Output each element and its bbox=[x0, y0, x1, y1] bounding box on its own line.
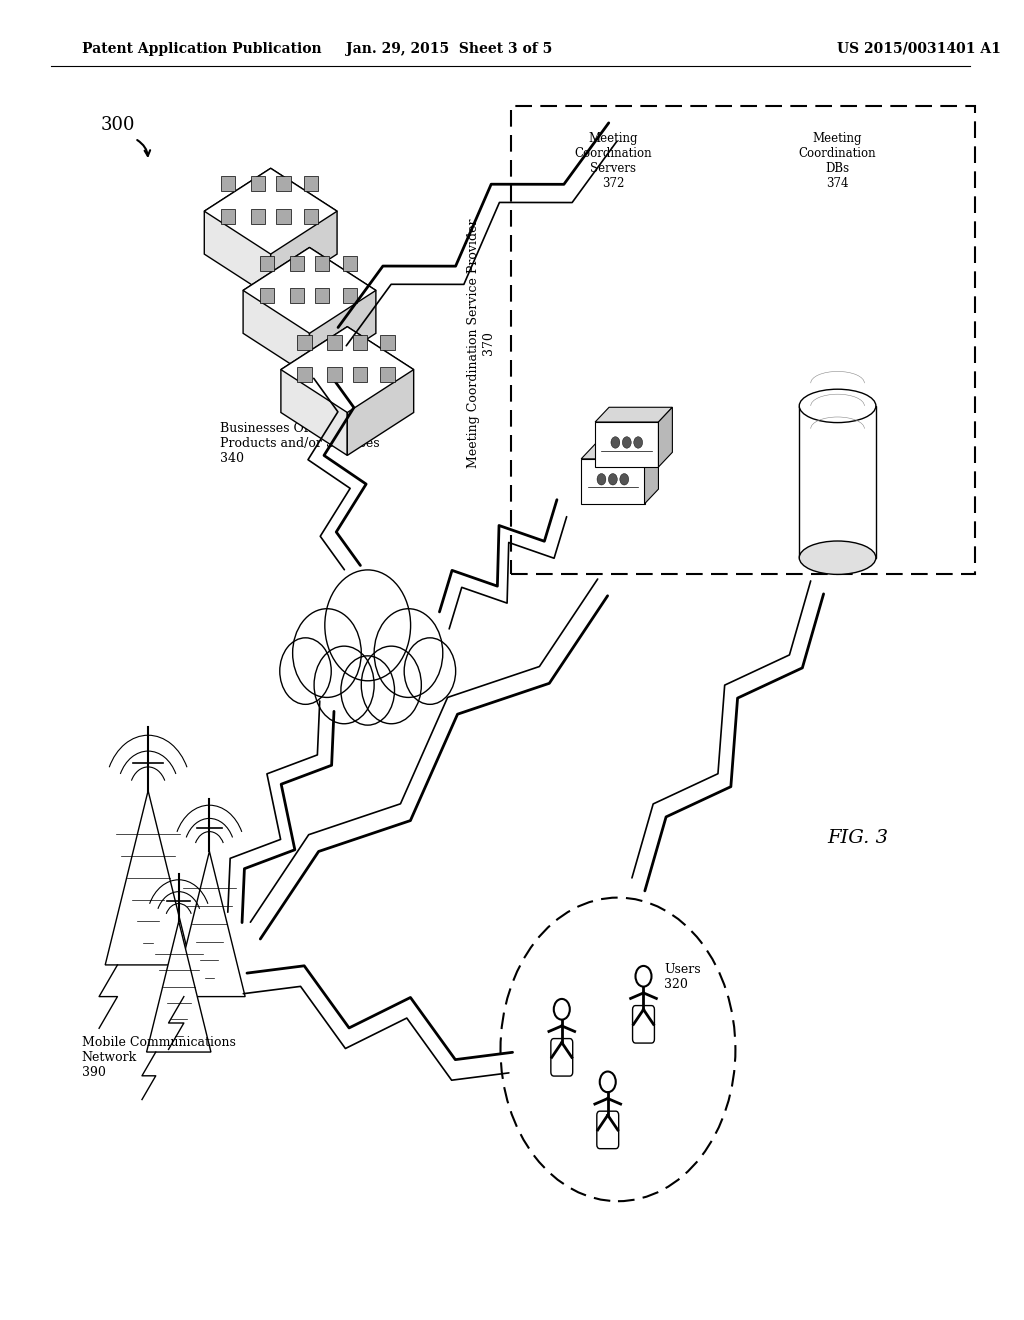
Circle shape bbox=[293, 609, 361, 697]
Text: 300: 300 bbox=[100, 116, 135, 135]
Polygon shape bbox=[251, 177, 265, 191]
Circle shape bbox=[636, 966, 651, 986]
Polygon shape bbox=[328, 367, 342, 383]
Circle shape bbox=[374, 609, 442, 697]
Text: Meeting Coordination Service Provider
370: Meeting Coordination Service Provider 37… bbox=[467, 218, 496, 469]
Polygon shape bbox=[281, 327, 347, 455]
Polygon shape bbox=[221, 209, 236, 224]
Polygon shape bbox=[290, 288, 304, 304]
Polygon shape bbox=[204, 169, 337, 253]
Polygon shape bbox=[221, 177, 236, 191]
Circle shape bbox=[623, 437, 631, 449]
Polygon shape bbox=[595, 422, 658, 467]
Polygon shape bbox=[174, 851, 245, 997]
Polygon shape bbox=[146, 921, 211, 1052]
Polygon shape bbox=[260, 256, 274, 271]
Polygon shape bbox=[352, 367, 368, 383]
Circle shape bbox=[341, 656, 394, 725]
Polygon shape bbox=[298, 367, 312, 383]
Circle shape bbox=[608, 474, 617, 484]
Circle shape bbox=[634, 437, 643, 449]
Polygon shape bbox=[644, 444, 658, 504]
Text: Jan. 29, 2015  Sheet 3 of 5: Jan. 29, 2015 Sheet 3 of 5 bbox=[346, 42, 553, 55]
FancyBboxPatch shape bbox=[633, 1006, 654, 1043]
Polygon shape bbox=[204, 169, 270, 297]
Text: Meeting
Coordination
DBs
374: Meeting Coordination DBs 374 bbox=[799, 132, 877, 190]
Circle shape bbox=[620, 474, 629, 484]
Polygon shape bbox=[352, 335, 368, 350]
Polygon shape bbox=[314, 256, 330, 271]
Circle shape bbox=[280, 638, 331, 705]
Polygon shape bbox=[290, 256, 304, 271]
FancyBboxPatch shape bbox=[551, 1039, 572, 1076]
Circle shape bbox=[501, 898, 735, 1201]
Polygon shape bbox=[304, 177, 318, 191]
Polygon shape bbox=[381, 335, 395, 350]
Ellipse shape bbox=[800, 541, 876, 574]
Polygon shape bbox=[276, 209, 291, 224]
Polygon shape bbox=[381, 367, 395, 383]
Text: Users
320: Users 320 bbox=[664, 962, 700, 991]
Polygon shape bbox=[343, 256, 357, 271]
Polygon shape bbox=[260, 288, 274, 304]
Polygon shape bbox=[105, 791, 191, 965]
Circle shape bbox=[325, 570, 411, 681]
Text: Internet
380: Internet 380 bbox=[337, 639, 388, 668]
Polygon shape bbox=[298, 335, 312, 350]
Polygon shape bbox=[347, 327, 414, 455]
Text: Mobile Communications
Network
390: Mobile Communications Network 390 bbox=[82, 1036, 236, 1080]
Polygon shape bbox=[276, 177, 291, 191]
Polygon shape bbox=[658, 408, 673, 467]
Text: FIG. 3: FIG. 3 bbox=[827, 829, 889, 847]
Circle shape bbox=[611, 437, 620, 449]
Polygon shape bbox=[800, 407, 876, 557]
Circle shape bbox=[361, 647, 421, 723]
Circle shape bbox=[314, 647, 374, 723]
Ellipse shape bbox=[800, 389, 876, 422]
Circle shape bbox=[600, 1072, 615, 1092]
Polygon shape bbox=[270, 169, 337, 297]
Circle shape bbox=[597, 474, 606, 484]
Polygon shape bbox=[251, 209, 265, 224]
Polygon shape bbox=[309, 248, 376, 376]
Text: US 2015/0031401 A1: US 2015/0031401 A1 bbox=[838, 42, 1001, 55]
Text: Businesses Offering
Products and/or Services
340: Businesses Offering Products and/or Serv… bbox=[219, 422, 379, 466]
Polygon shape bbox=[582, 444, 658, 459]
Text: Patent Application Publication: Patent Application Publication bbox=[82, 42, 322, 55]
Polygon shape bbox=[582, 459, 644, 504]
Circle shape bbox=[554, 999, 569, 1019]
Polygon shape bbox=[328, 335, 342, 350]
Polygon shape bbox=[343, 288, 357, 304]
Circle shape bbox=[404, 638, 456, 705]
FancyBboxPatch shape bbox=[597, 1111, 618, 1148]
Polygon shape bbox=[595, 408, 673, 422]
Polygon shape bbox=[314, 288, 330, 304]
Polygon shape bbox=[243, 248, 309, 376]
Polygon shape bbox=[281, 327, 414, 412]
Polygon shape bbox=[243, 248, 376, 333]
Text: Meeting
Coordination
Servers
372: Meeting Coordination Servers 372 bbox=[574, 132, 651, 190]
Polygon shape bbox=[304, 209, 318, 224]
